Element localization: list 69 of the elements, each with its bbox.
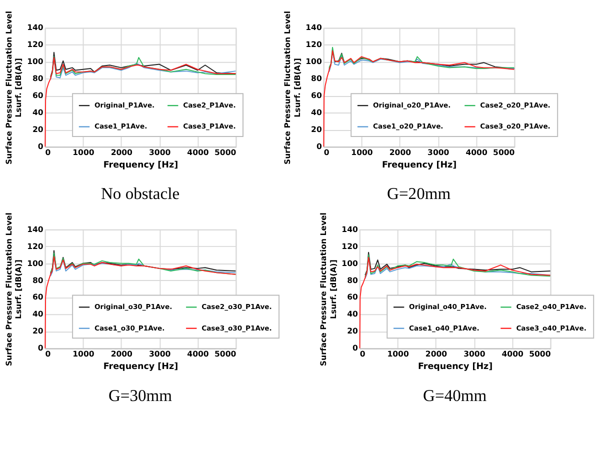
y-tick-label: 20 bbox=[347, 326, 358, 336]
text: Surface Pressure Fluctuation Level bbox=[319, 212, 328, 366]
x-tick-label: 3000 bbox=[148, 350, 172, 358]
text: No obstacle bbox=[100, 184, 180, 204]
x-tick-label: 4000 bbox=[502, 350, 524, 358]
text: Surface Pressure Fluctuation Level bbox=[4, 10, 14, 164]
y-tick-label: 40 bbox=[32, 108, 44, 118]
y-tick-label: 80 bbox=[311, 74, 322, 84]
y-tick-label: 100 bbox=[27, 57, 44, 66]
x-tick-label: 2000 bbox=[425, 350, 448, 358]
y-tick-label: 140 bbox=[27, 224, 44, 234]
y-tick-label: 60 bbox=[347, 292, 358, 302]
x-axis-title: Frequency [Hz] bbox=[418, 362, 493, 372]
text: G=30mm bbox=[108, 386, 172, 405]
y-tick-label: 100 bbox=[342, 258, 358, 268]
x-axis-title: Frequency [Hz] bbox=[103, 160, 178, 171]
x-tick-label: 5000 bbox=[493, 148, 516, 157]
text: G=40mm bbox=[423, 386, 487, 405]
x-tick-label: 0 bbox=[360, 350, 366, 358]
text: G=20mm bbox=[387, 184, 451, 204]
y-tick-label: 60 bbox=[32, 292, 44, 302]
y-tick-label: 140 bbox=[306, 23, 322, 32]
y-tick-label: 20 bbox=[311, 125, 322, 134]
x-tick-label: 2000 bbox=[110, 148, 134, 157]
y-tick-label: 60 bbox=[32, 91, 44, 100]
y-tick-label: 80 bbox=[32, 74, 44, 84]
x-tick-label: 1000 bbox=[72, 148, 95, 157]
x-tick-label: 0 bbox=[324, 148, 330, 157]
x-tick-label: 3000 bbox=[148, 148, 172, 157]
x-tick-label: 0 bbox=[45, 148, 52, 157]
x-tick-label: 4000 bbox=[187, 350, 210, 358]
x-axis-title: Frequency [Hz] bbox=[103, 362, 178, 372]
y-tick-label: 140 bbox=[342, 224, 358, 234]
x-tick-label: 0 bbox=[45, 350, 52, 358]
x-tick-label: 3000 bbox=[428, 148, 450, 157]
x-tick-label: 5000 bbox=[529, 350, 552, 358]
y-tick-label: 120 bbox=[27, 40, 44, 50]
text: Surface Pressure Fluctuation Level bbox=[4, 212, 14, 366]
y-tick-label: 140 bbox=[27, 23, 44, 32]
text: Lsurf. [dB(A)] bbox=[292, 58, 302, 118]
x-tick-label: 1000 bbox=[351, 148, 374, 157]
y-tick-label: 80 bbox=[347, 276, 358, 285]
text: Lsurf. [dB(A)] bbox=[14, 58, 24, 118]
y-tick-label: 100 bbox=[306, 57, 322, 66]
y-tick-label: 100 bbox=[27, 258, 44, 268]
y-tick-label: 40 bbox=[347, 310, 358, 319]
y-tick-label: 40 bbox=[311, 108, 322, 118]
x-tick-label: 5000 bbox=[214, 148, 237, 157]
x-tick-label: 5000 bbox=[214, 350, 237, 358]
x-tick-label: 3000 bbox=[464, 350, 486, 358]
y-tick-label: 20 bbox=[32, 125, 44, 134]
y-tick-label: 120 bbox=[27, 242, 44, 251]
text: Lsurf. [dB(A)] bbox=[328, 260, 338, 319]
y-tick-label: 120 bbox=[342, 242, 358, 251]
x-tick-label: 1000 bbox=[72, 350, 95, 358]
y-tick-label: 20 bbox=[32, 326, 44, 336]
y-tick-label: 80 bbox=[32, 276, 44, 285]
x-tick-label: 4000 bbox=[466, 148, 488, 157]
x-tick-label: 2000 bbox=[110, 350, 134, 358]
x-axis-title: Frequency [Hz] bbox=[382, 160, 457, 171]
x-tick-label: 1000 bbox=[387, 350, 410, 358]
y-tick-label: 120 bbox=[306, 40, 322, 50]
x-tick-label: 4000 bbox=[187, 148, 210, 157]
y-tick-label: 60 bbox=[311, 91, 322, 100]
line-series bbox=[44, 57, 236, 148]
text: Surface Pressure Fluctuation Level bbox=[283, 10, 292, 164]
x-tick-label: 2000 bbox=[389, 148, 412, 157]
text: Lsurf. [dB(A)] bbox=[14, 260, 24, 319]
y-tick-label: 40 bbox=[32, 310, 44, 319]
